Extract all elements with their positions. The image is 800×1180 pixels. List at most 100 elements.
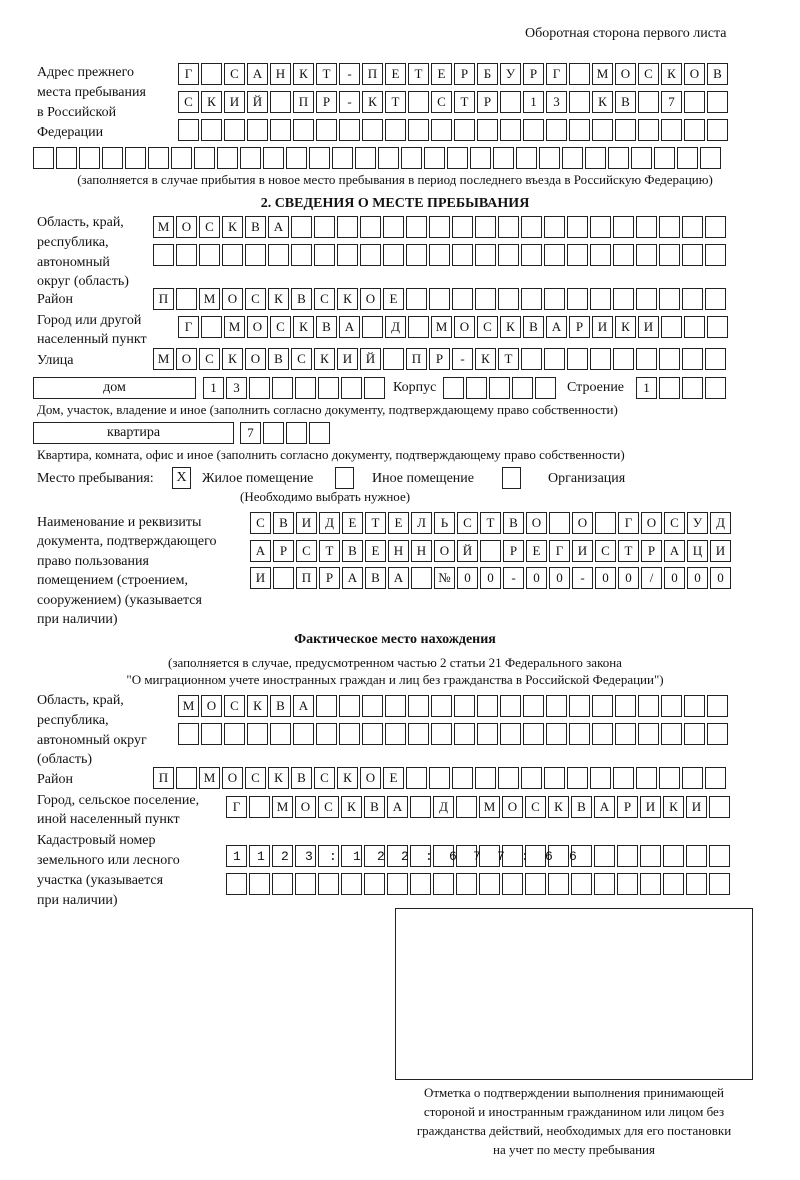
char-cell[interactable] [286,422,307,444]
char-cell[interactable] [659,767,680,789]
char-cell[interactable] [659,348,680,370]
char-cell[interactable]: А [293,695,314,717]
char-cell[interactable] [318,845,339,867]
korpus-row[interactable] [443,377,558,399]
char-cell[interactable]: О [295,796,316,818]
char-cell[interactable] [594,873,615,895]
char-cell[interactable] [408,723,429,745]
char-cell[interactable] [429,767,450,789]
char-cell[interactable] [567,288,588,310]
char-cell[interactable] [226,873,247,895]
char-cell[interactable] [659,244,680,266]
char-cell[interactable]: Е [385,63,406,85]
char-cell[interactable]: С [224,695,245,717]
char-cell[interactable]: И [640,796,661,818]
char-cell[interactable]: К [362,91,383,113]
char-cell[interactable] [631,147,652,169]
char-cell[interactable] [314,216,335,238]
char-cell[interactable] [56,147,77,169]
char-cell[interactable] [521,216,542,238]
char-cell[interactable] [339,119,360,141]
char-cell[interactable] [493,147,514,169]
char-cell[interactable] [477,119,498,141]
char-cell[interactable]: Г [178,316,199,338]
char-cell[interactable]: А [546,316,567,338]
char-cell[interactable] [684,695,705,717]
char-cell[interactable] [663,845,684,867]
char-cell[interactable]: О [360,767,381,789]
char-cell[interactable] [249,377,270,399]
char-cell[interactable] [489,377,510,399]
char-cell[interactable] [286,147,307,169]
char-cell[interactable] [661,119,682,141]
char-cell[interactable]: В [364,796,385,818]
char-cell[interactable] [429,216,450,238]
char-cell[interactable] [686,845,707,867]
char-cell[interactable]: С [270,316,291,338]
char-cell[interactable] [447,147,468,169]
char-cell[interactable] [475,767,496,789]
char-cell[interactable]: Е [388,512,409,534]
char-cell[interactable]: С [314,767,335,789]
char-cell[interactable] [571,845,592,867]
char-cell[interactable]: В [316,316,337,338]
char-cell[interactable] [516,147,537,169]
char-cell[interactable]: В [707,63,728,85]
char-cell[interactable]: С [250,512,271,534]
char-cell[interactable] [592,723,613,745]
char-cell[interactable] [636,288,657,310]
char-cell[interactable] [431,119,452,141]
char-cell[interactable] [613,288,634,310]
char-cell[interactable] [684,316,705,338]
char-cell[interactable] [337,216,358,238]
char-cell[interactable]: Й [360,348,381,370]
apt-number-row[interactable]: 7 [240,422,332,444]
char-cell[interactable] [585,147,606,169]
char-cell[interactable]: К [592,91,613,113]
char-cell[interactable]: К [293,63,314,85]
char-cell[interactable] [707,723,728,745]
char-cell[interactable] [663,873,684,895]
char-cell[interactable]: Т [498,348,519,370]
char-cell[interactable]: М [153,348,174,370]
char-cell[interactable] [148,147,169,169]
char-cell[interactable] [339,723,360,745]
char-cell[interactable] [636,348,657,370]
char-cell[interactable] [502,873,523,895]
char-cell[interactable]: С [224,63,245,85]
char-cell[interactable]: О [176,216,197,238]
char-cell[interactable]: А [664,540,685,562]
char-cell[interactable]: 3 [226,377,247,399]
char-cell[interactable]: С [664,512,685,534]
char-cell[interactable] [709,845,730,867]
char-cell[interactable] [661,723,682,745]
char-cell[interactable]: П [362,63,383,85]
char-cell[interactable]: О [201,695,222,717]
char-cell[interactable] [383,348,404,370]
char-cell[interactable]: - [339,63,360,85]
char-cell[interactable] [385,723,406,745]
char-cell[interactable]: Г [549,540,570,562]
char-cell[interactable] [659,288,680,310]
char-cell[interactable] [659,377,680,399]
char-cell[interactable]: С [457,512,478,534]
char-cell[interactable] [424,147,445,169]
char-cell[interactable] [682,348,703,370]
char-cell[interactable]: К [615,316,636,338]
char-cell[interactable]: И [592,316,613,338]
cadastre-row-1[interactable] [226,845,732,867]
char-cell[interactable] [240,147,261,169]
char-cell[interactable] [385,695,406,717]
char-cell[interactable]: О [615,63,636,85]
char-cell[interactable]: М [479,796,500,818]
char-cell[interactable]: С [199,216,220,238]
char-cell[interactable] [705,244,726,266]
char-cell[interactable] [224,723,245,745]
char-cell[interactable]: Р [641,540,662,562]
char-cell[interactable]: В [615,91,636,113]
